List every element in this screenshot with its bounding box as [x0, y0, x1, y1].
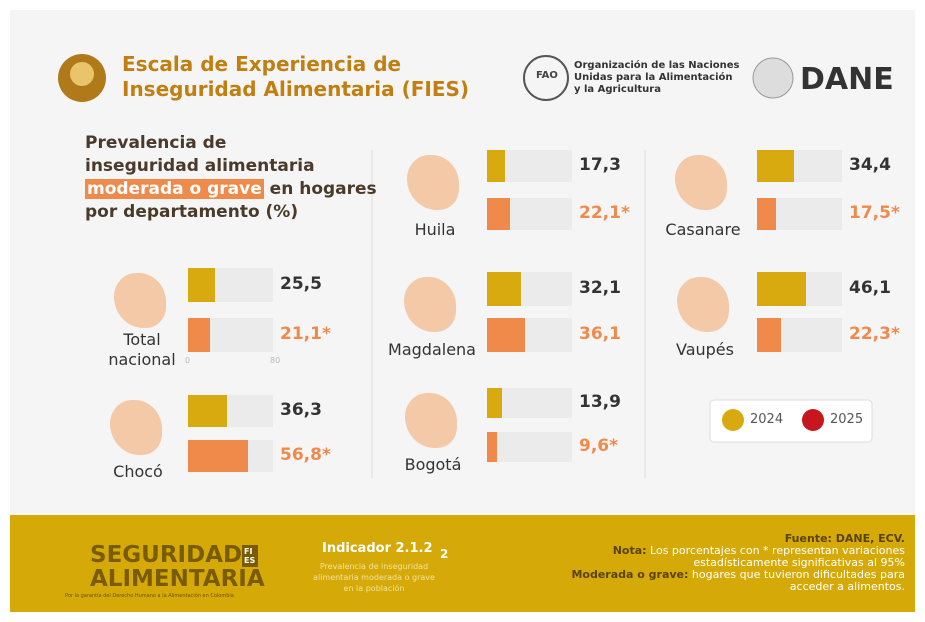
- fao-line: Unidas para la Alimentación: [574, 72, 733, 83]
- bar: [188, 268, 216, 302]
- value-label: 36,1: [579, 324, 621, 344]
- legend-dot: [802, 409, 824, 431]
- subtitle-line: inseguridad alimentaria: [85, 156, 315, 176]
- title-line: Inseguridad Alimentaria (FIES): [122, 77, 470, 101]
- bar: [757, 150, 794, 182]
- bar: [757, 198, 776, 230]
- value-label: 22,3*: [849, 324, 900, 344]
- region-map: [675, 155, 727, 210]
- value-label: 36,3: [280, 400, 322, 420]
- value-label: 32,1: [579, 278, 621, 298]
- subtitle-line: en hogares: [269, 179, 377, 199]
- value-label: 46,1: [849, 278, 891, 298]
- fies-badge: FIES: [242, 545, 258, 567]
- value-label: 56,8*: [280, 445, 331, 465]
- value-label: 22,1*: [579, 203, 630, 223]
- bar-track: [487, 432, 572, 462]
- legend-box: [709, 399, 873, 443]
- tagline: Por la garantía del Derecho Humano a la …: [65, 593, 234, 599]
- region-name: Huila: [414, 220, 456, 239]
- title: Escala de Experiencia de Inseguridad Alim…: [122, 52, 469, 102]
- bar: [487, 198, 511, 230]
- legend-dot: [722, 409, 744, 431]
- value-label: 17,3: [579, 155, 621, 175]
- fao-text: Organización de las Naciones Unidas para …: [574, 60, 740, 96]
- bar: [487, 432, 498, 462]
- notes: Fuente: DANE, ECV. Nota: Los porcentajes…: [530, 533, 905, 593]
- def: hogares que tuvieron dificultades para a…: [691, 568, 905, 593]
- fao-line: y la Agricultura: [574, 84, 661, 95]
- sdg-number: 2: [440, 547, 449, 561]
- indicator-text: Prevalencia de inseguridad alimentaria m…: [313, 562, 435, 593]
- bar: [188, 440, 249, 472]
- region-name: Casanare: [665, 220, 741, 239]
- value-label: 17,5*: [849, 203, 900, 223]
- subtitle-highlight: moderada o grave: [85, 179, 264, 199]
- subtitle-line: Prevalencia de: [85, 133, 227, 153]
- subtitle-line: por departamento (%): [85, 202, 299, 222]
- footer: SEGURIDAD ALIMENTARIA FIES Por la garantí…: [10, 515, 915, 612]
- fao-logo-text: FAO: [536, 70, 558, 81]
- region-map: [405, 393, 457, 448]
- legend-label: 2024: [750, 412, 784, 427]
- source: Fuente: DANE, ECV.: [784, 532, 905, 545]
- region-map: [407, 155, 459, 210]
- bar: [188, 318, 211, 352]
- x-tick-label: 80: [270, 356, 281, 365]
- title-line: Escala de Experiencia de: [122, 52, 402, 76]
- def-label: Moderada o grave:: [571, 568, 689, 581]
- value-label: 21,1*: [280, 324, 331, 344]
- bar: [188, 395, 227, 427]
- value-label: 34,4: [849, 155, 891, 175]
- dane-emblem: [752, 57, 794, 99]
- bar: [487, 272, 522, 306]
- footer-logo: SEGURIDAD ALIMENTARIA: [90, 543, 265, 591]
- note: Los porcentajes con * representan variac…: [650, 544, 905, 569]
- region-name: Magdalena: [388, 340, 476, 359]
- value-label: 9,6*: [579, 436, 619, 456]
- fies-icon-inner: [70, 62, 94, 86]
- region-name: Bogotá: [404, 455, 462, 474]
- x-tick-label: 0: [185, 356, 191, 365]
- bar: [487, 150, 506, 182]
- region-map: [404, 277, 456, 332]
- note-label: Nota:: [612, 544, 647, 557]
- bar: [757, 318, 781, 352]
- region-map: [110, 400, 162, 455]
- indicator: Indicador 2.1.2: [322, 541, 433, 556]
- logo-line: ALIMENTARIA: [90, 566, 265, 592]
- value-label: 13,9: [579, 392, 621, 412]
- region-name: Total nacional: [108, 330, 176, 369]
- dane-logo: DANE: [800, 62, 894, 97]
- fao-logo-ring: [523, 55, 569, 101]
- region-name: Vaupés: [676, 340, 734, 359]
- region-map: [114, 273, 166, 328]
- legend-label: 2025: [830, 412, 864, 427]
- subtitle: Prevalencia de inseguridad alimentaria mod…: [85, 132, 385, 224]
- region-map: [677, 277, 729, 332]
- bar: [757, 272, 806, 306]
- bar: [487, 388, 502, 418]
- bar: [487, 318, 526, 352]
- value-label: 25,5: [280, 274, 322, 294]
- region-name: Chocó: [113, 462, 163, 481]
- logo-line: SEGURIDAD: [90, 542, 243, 568]
- fao-line: Organización de las Naciones: [574, 60, 740, 71]
